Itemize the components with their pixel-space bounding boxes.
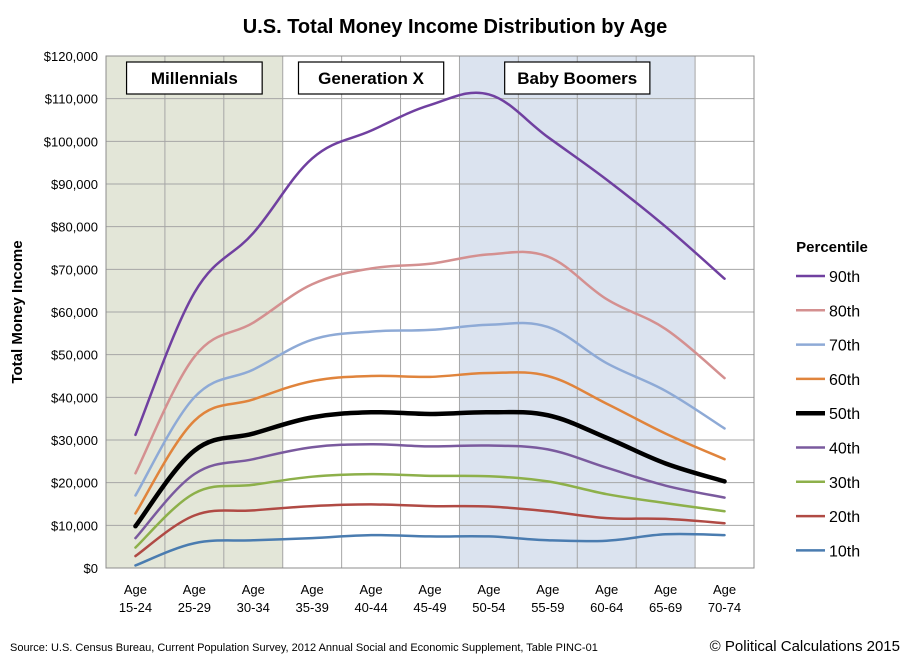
y-tick-labels: $0 $10,000 $20,000 $30,000 $40,000 $50,000 $60… bbox=[44, 49, 98, 576]
x-tick-label-9: 65-69 bbox=[649, 600, 682, 615]
y-tick-label-3: $30,000 bbox=[51, 433, 98, 448]
series-line-20th bbox=[134, 503, 726, 558]
series-line-40th bbox=[134, 443, 726, 540]
x-tick-prefix-2: Age bbox=[242, 582, 265, 597]
y-tick-label-9: $90,000 bbox=[51, 177, 98, 192]
source-note: Source: U.S. Census Bureau, Current Popu… bbox=[10, 642, 598, 654]
y-tick-label-11: $110,000 bbox=[45, 92, 98, 107]
x-tick-prefix-10: Age bbox=[713, 582, 736, 597]
x-tick-prefix-3: Age bbox=[301, 582, 324, 597]
series-line-70th bbox=[134, 321, 726, 497]
x-tick-prefix-9: Age bbox=[654, 582, 677, 597]
x-tick-label-1: 25-29 bbox=[178, 600, 211, 615]
y-tick-label-5: $50,000 bbox=[51, 348, 98, 363]
series-line-10th bbox=[134, 532, 726, 567]
generation-label-1: Generation X bbox=[318, 69, 424, 88]
series-line-60th bbox=[134, 371, 726, 515]
x-tick-label-10: 70-74 bbox=[708, 600, 741, 615]
x-tick-prefix-7: Age bbox=[536, 582, 559, 597]
legend-label-40th: 40th bbox=[829, 441, 860, 458]
generation-label-box-2 bbox=[504, 61, 651, 95]
plot-area-border bbox=[105, 55, 755, 569]
x-tick-prefix-8: Age bbox=[595, 582, 618, 597]
x-tick-label-0: 15-24 bbox=[119, 600, 152, 615]
y-tick-label-1: $10,000 bbox=[51, 518, 98, 533]
legend-label-90th: 90th bbox=[829, 269, 860, 286]
x-tick-label-5: 45-49 bbox=[413, 600, 446, 615]
series-line-30th bbox=[134, 472, 726, 549]
copyright: © Political Calculations 2015 bbox=[710, 638, 900, 655]
x-tick-labels: Age 15-24 Age 25-29 Age 30-34 Age 35-39 Age 40-44… bbox=[119, 582, 741, 615]
x-tick-label-8: 60-64 bbox=[590, 600, 623, 615]
y-tick-label-0: $0 bbox=[84, 561, 98, 576]
x-tick-label-6: 50-54 bbox=[472, 600, 505, 615]
y-tick-label-4: $40,000 bbox=[51, 390, 98, 405]
series-lines bbox=[133, 91, 727, 567]
x-tick-prefix-1: Age bbox=[183, 582, 206, 597]
legend: Percentile 90th 80th 70th 60th 50th 40th 30th 20… bbox=[796, 239, 868, 560]
y-tick-label-2: $20,000 bbox=[51, 476, 98, 491]
legend-label-20th: 20th bbox=[829, 509, 860, 526]
legend-label-10th: 10th bbox=[829, 543, 860, 560]
legend-label-80th: 80th bbox=[829, 303, 860, 320]
series-line-90th bbox=[134, 91, 726, 437]
y-tick-label-12: $120,000 bbox=[44, 49, 98, 64]
legend-label-50th: 50th bbox=[829, 406, 860, 423]
y-tick-label-7: $70,000 bbox=[51, 262, 98, 277]
generation-label-box-0 bbox=[125, 61, 263, 95]
x-tick-prefix-0: Age bbox=[124, 582, 147, 597]
x-tick-label-4: 40-44 bbox=[354, 600, 387, 615]
legend-label-30th: 30th bbox=[829, 475, 860, 492]
x-tick-label-2: 30-34 bbox=[237, 600, 270, 615]
generation-label-box-1 bbox=[297, 61, 445, 95]
legend-label-70th: 70th bbox=[829, 338, 860, 355]
x-tick-prefix-4: Age bbox=[360, 582, 383, 597]
y-axis-label: Total Money Income bbox=[9, 240, 26, 383]
generation-label-0: Millennials bbox=[151, 69, 238, 88]
legend-label-60th: 60th bbox=[829, 372, 860, 389]
y-tick-label-6: $60,000 bbox=[51, 305, 98, 320]
y-tick-label-8: $80,000 bbox=[51, 220, 98, 235]
y-tick-label-10: $100,000 bbox=[44, 134, 98, 149]
generation-labels: Millennials Generation X Baby Boomers bbox=[125, 61, 651, 95]
x-tick-prefix-6: Age bbox=[477, 582, 500, 597]
series-line-50th bbox=[133, 409, 727, 529]
x-tick-label-7: 55-59 bbox=[531, 600, 564, 615]
legend-title: Percentile bbox=[796, 239, 868, 256]
x-tick-prefix-5: Age bbox=[418, 582, 441, 597]
series-line-80th bbox=[134, 250, 726, 475]
x-tick-label-3: 35-39 bbox=[296, 600, 329, 615]
generation-label-2: Baby Boomers bbox=[517, 69, 637, 88]
chart-title: U.S. Total Money Income Distribution by … bbox=[243, 16, 667, 38]
